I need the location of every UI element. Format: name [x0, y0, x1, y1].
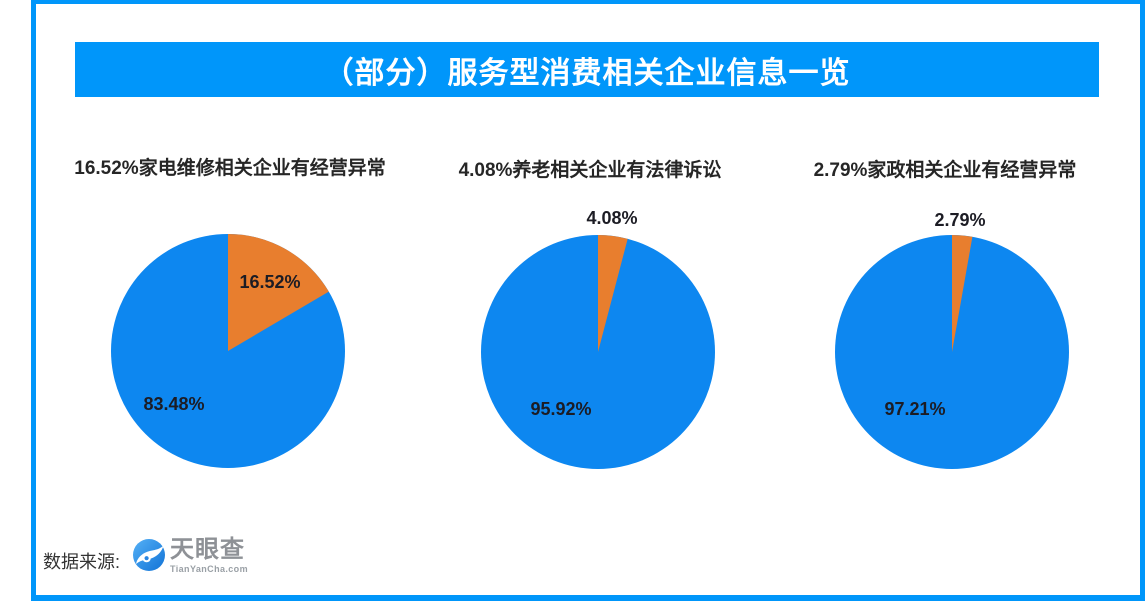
pie2-orange-slice-label: 4.08% [586, 208, 638, 228]
pie1-blue-slice-label: 83.48% [143, 394, 205, 414]
chart-title-elderly-care: 4.08%养老相关企业有法律诉讼 [458, 160, 722, 181]
pie-chart-appliance-repair [111, 234, 345, 468]
pie3-orange-slice-label: 2.79% [934, 210, 986, 230]
pie3-blue-slice-label: 97.21% [884, 399, 946, 419]
pie-chart-elderly-care [481, 235, 715, 469]
frame-border-right [1140, 0, 1145, 601]
chart-title-housekeeping: 2.79%家政相关企业有经营异常 [813, 160, 1077, 181]
frame-border-top [31, 0, 1145, 4]
frame-border-bottom [31, 595, 1145, 601]
tianyancha-logo-text: 天眼查 [170, 536, 246, 563]
pie2-blue-slice-label: 95.92% [530, 399, 592, 419]
tianyancha-logo: 天眼查 TianYanCha.com [132, 538, 248, 577]
tianyancha-logo-domain: TianYanCha.com [170, 564, 248, 574]
pie-chart-housekeeping [835, 235, 1069, 469]
banner: （部分）服务型消费相关企业信息一览 [75, 42, 1099, 97]
frame-border-left [31, 0, 36, 601]
banner-title: （部分）服务型消费相关企业信息一览 [323, 56, 851, 90]
chart-title-appliance-repair: 16.52%家电维修相关企业有经营异常 [74, 158, 386, 179]
footer: 数据来源: 天眼查 TianYanC [43, 538, 248, 577]
tianyancha-logo-texts: 天眼查 TianYanCha.com [170, 538, 248, 574]
pie1-orange-slice-label: 16.52% [239, 272, 301, 292]
tianyancha-swirl-icon [132, 538, 166, 577]
data-source-label: 数据来源: [43, 551, 121, 572]
